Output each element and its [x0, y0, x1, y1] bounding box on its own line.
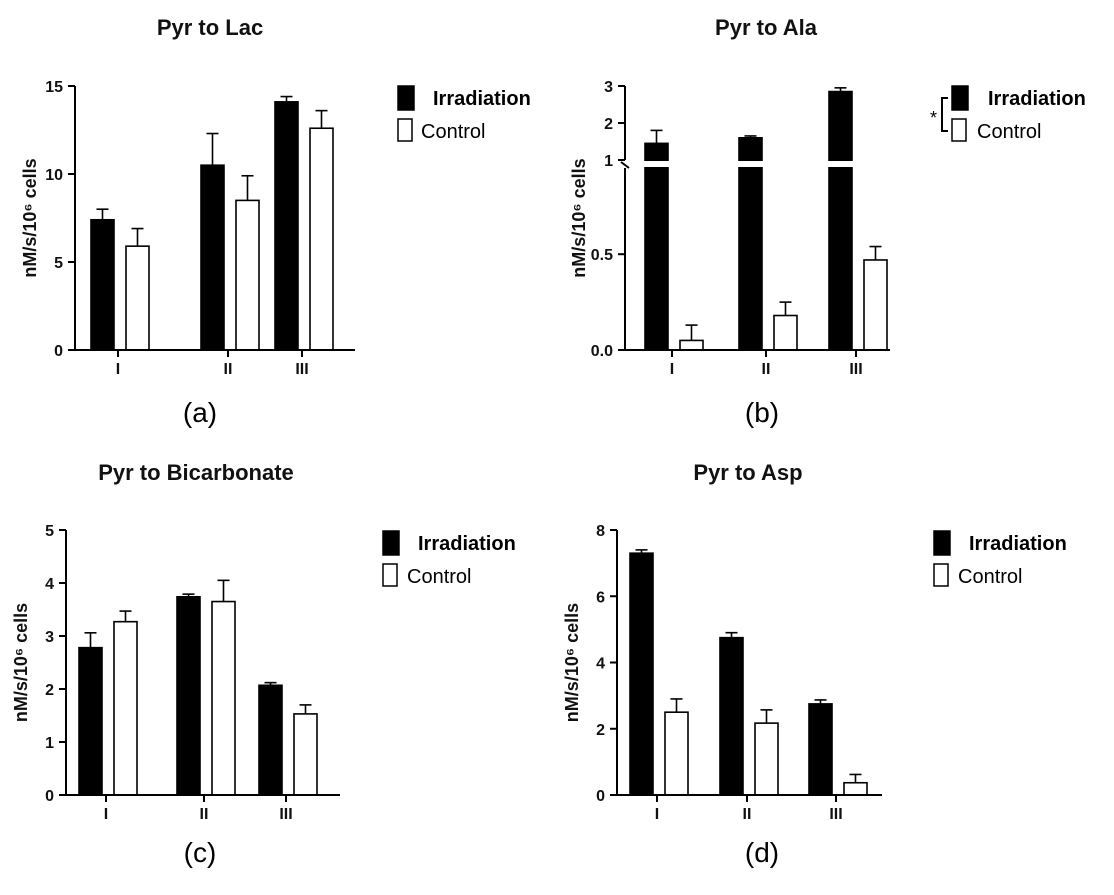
panel-caption: (d): [745, 837, 779, 868]
significance-marker: *: [930, 108, 937, 128]
legend-label-control: Control: [958, 566, 1022, 588]
bar-control-II: [235, 199, 260, 351]
legend-label-control: Control: [407, 566, 471, 588]
bar-control-I: [664, 711, 689, 796]
bar-irradiation-I: [78, 646, 103, 796]
panel-caption: (a): [183, 397, 217, 428]
chart-title: Pyr to Ala: [715, 15, 818, 40]
bar-control-III: [843, 781, 868, 796]
chart-title: Pyr to Lac: [157, 15, 263, 40]
chart-title: Pyr to Bicarbonate: [98, 460, 294, 485]
bar-irradiation-III: [828, 90, 853, 351]
x-tick-label: II: [200, 806, 209, 823]
y-tick-label: 0: [54, 343, 63, 360]
y-tick-label: 3: [604, 79, 613, 96]
bar-irradiation-III: [258, 684, 283, 796]
bar-irradiation-III: [274, 101, 299, 351]
legend-swatch-irradiation: [933, 530, 951, 556]
y-axis-label: nM/s/10⁶ cells: [569, 158, 589, 277]
panel-caption: (c): [184, 837, 217, 868]
x-tick-label: II: [224, 361, 233, 378]
y-tick-label: 0.5: [591, 247, 613, 264]
axis-break-mark: [620, 161, 630, 169]
bar-control-II: [754, 722, 779, 796]
legend-swatch-irradiation: [382, 530, 400, 556]
y-tick-label: 2: [604, 116, 613, 133]
x-tick-label: I: [104, 806, 108, 823]
y-tick-label: 4: [45, 576, 54, 593]
chart-title: Pyr to Asp: [693, 460, 802, 485]
bar-control-III: [863, 259, 888, 351]
bar-control-III: [309, 127, 334, 351]
legend: Irradiation Control *: [930, 85, 1086, 143]
y-axis-label: nM/s/10⁶ cells: [562, 603, 582, 722]
bar-control-III: [293, 713, 318, 796]
y-tick-label: 0.0: [591, 343, 613, 360]
legend: Irradiation Control: [933, 530, 1067, 588]
legend-swatch-control: [397, 118, 413, 142]
y-tick-label: 15: [45, 79, 63, 96]
y-tick-label: 8: [596, 523, 605, 540]
legend: Irradiation Control: [382, 530, 516, 588]
legend-swatch-control: [951, 118, 967, 142]
y-tick-label: 10: [45, 167, 63, 184]
x-tick-label: II: [743, 806, 752, 823]
x-tick-label: III: [279, 806, 292, 823]
x-tick-label: III: [849, 361, 862, 378]
legend-label-irradiation: Irradiation: [433, 88, 531, 110]
legend-label-irradiation: Irradiation: [988, 88, 1086, 110]
bar-irradiation-I: [90, 218, 115, 351]
legend-swatch-control: [382, 563, 398, 587]
y-tick-label: 5: [54, 255, 63, 272]
x-tick-label: I: [655, 806, 659, 823]
bar-control-II: [773, 314, 798, 351]
x-tick-label: III: [829, 806, 842, 823]
bar-control-I: [125, 245, 150, 351]
y-tick-label: 0: [45, 788, 54, 805]
legend-label-irradiation: Irradiation: [969, 533, 1067, 555]
legend-label-irradiation: Irradiation: [418, 533, 516, 555]
y-axis-label: nM/s/10⁶ cells: [20, 158, 40, 277]
legend-label-control: Control: [977, 121, 1041, 143]
bar-irradiation-II: [738, 137, 763, 351]
legend-swatch-irradiation: [951, 85, 969, 111]
legend-swatch-control: [933, 563, 949, 587]
bar-control-I: [679, 339, 704, 351]
bar-irradiation-II: [200, 164, 225, 351]
significance-bracket: [941, 97, 948, 132]
y-tick-label: 5: [45, 523, 54, 540]
chart-panel-3: Pyr to Bicarbonate (c) nM/s/10⁶ cells 0 1 2 3 4…: [11, 460, 516, 868]
bar-irradiation-II: [719, 636, 744, 796]
legend-label-control: Control: [421, 121, 485, 143]
bar-irradiation-I: [644, 142, 669, 351]
bar-irradiation-I: [629, 552, 654, 796]
bar-control-II: [211, 600, 236, 796]
y-tick-label: 1: [604, 153, 613, 170]
y-tick-label: 2: [45, 682, 54, 699]
x-tick-label: III: [295, 361, 308, 378]
axis-break-gap: [621, 161, 890, 167]
y-tick-label: 1: [45, 735, 54, 752]
x-tick-label: I: [670, 361, 674, 378]
y-tick-label: 0: [596, 788, 605, 805]
legend: Irradiation Control: [397, 85, 531, 143]
bar-irradiation-III: [808, 703, 833, 796]
y-tick-label: 2: [596, 722, 605, 739]
bar-irradiation-II: [176, 595, 201, 796]
y-tick-label: 6: [596, 589, 605, 606]
legend-swatch-irradiation: [397, 85, 415, 111]
panel-caption: (b): [745, 397, 779, 428]
x-tick-label: II: [762, 361, 771, 378]
y-tick-label: 3: [45, 629, 54, 646]
y-tick-label: 4: [596, 656, 605, 673]
bar-control-I: [113, 620, 138, 796]
x-tick-label: I: [116, 361, 120, 378]
y-axis-label: nM/s/10⁶ cells: [11, 603, 31, 722]
